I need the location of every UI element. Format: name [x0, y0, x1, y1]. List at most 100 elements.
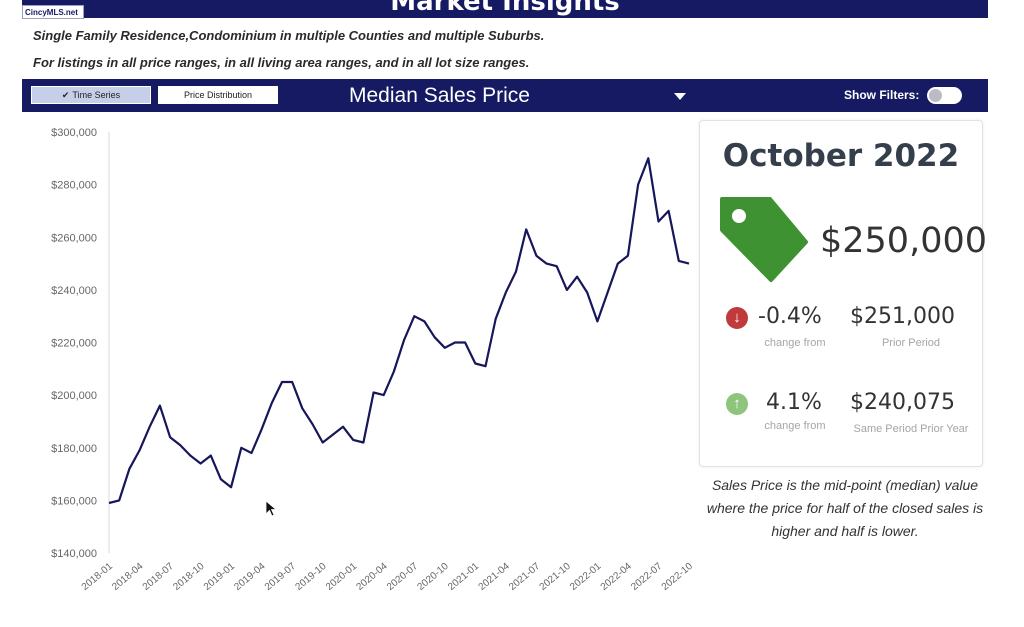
- data-point[interactable]: [625, 253, 630, 258]
- data-point[interactable]: [595, 319, 600, 324]
- arrow-up-icon: ↑: [726, 393, 748, 415]
- data-point[interactable]: [351, 437, 356, 442]
- x-tick-label: 2018-07: [141, 561, 177, 593]
- data-point[interactable]: [381, 393, 386, 398]
- data-point[interactable]: [157, 403, 162, 408]
- y-tick-label: $260,000: [51, 232, 97, 244]
- data-point[interactable]: [422, 319, 427, 324]
- data-point[interactable]: [320, 440, 325, 445]
- change-from-label: change from: [764, 337, 826, 349]
- data-point[interactable]: [493, 316, 498, 321]
- data-point[interactable]: [656, 219, 661, 224]
- data-point[interactable]: [371, 390, 376, 395]
- data-point[interactable]: [127, 466, 132, 471]
- mouse-cursor-icon: [265, 500, 277, 517]
- summary-value: $250,000: [820, 221, 988, 261]
- data-point[interactable]: [544, 261, 549, 266]
- metric-dropdown[interactable]: Median Sales Price: [342, 84, 686, 108]
- data-point[interactable]: [361, 440, 366, 445]
- x-tick-label: 2019-04: [232, 561, 268, 593]
- data-point[interactable]: [463, 340, 468, 345]
- x-tick-label: 2022-01: [568, 561, 604, 593]
- data-point[interactable]: [585, 290, 590, 295]
- data-point[interactable]: [646, 156, 651, 161]
- data-point[interactable]: [442, 345, 447, 350]
- cincymls-logo: CincyMLS.net: [22, 5, 84, 19]
- data-point[interactable]: [524, 227, 529, 232]
- summary-card: October 2022 $250,000 ↓ -0.4% change fro…: [699, 120, 987, 467]
- data-point[interactable]: [503, 290, 508, 295]
- data-point[interactable]: [564, 287, 569, 292]
- median-price-series-line: [108, 157, 690, 505]
- data-point[interactable]: [330, 432, 335, 437]
- data-point[interactable]: [483, 364, 488, 369]
- data-point[interactable]: [554, 264, 559, 269]
- data-point[interactable]: [514, 269, 519, 274]
- data-point[interactable]: [117, 498, 122, 503]
- filter-subtitle-1: Single Family Residence,Condominium in m…: [33, 28, 545, 43]
- x-tick-label: 2018-10: [171, 561, 207, 593]
- toggle-knob: [929, 89, 942, 102]
- data-point[interactable]: [239, 445, 244, 450]
- yoy-change-from-label: change from: [764, 420, 826, 432]
- x-tick-label: 2020-07: [385, 561, 421, 593]
- y-tick-label: $200,000: [51, 390, 97, 402]
- data-point[interactable]: [290, 379, 295, 384]
- price-distribution-button[interactable]: Price Distribution: [158, 86, 278, 104]
- data-point[interactable]: [432, 335, 437, 340]
- arrow-down-icon: ↓: [726, 307, 748, 329]
- data-point[interactable]: [178, 443, 183, 448]
- checkmark-icon: ✔: [61, 89, 70, 100]
- x-tick-label: 2022-10: [660, 561, 696, 593]
- data-point[interactable]: [676, 258, 681, 263]
- data-point[interactable]: [300, 406, 305, 411]
- data-point[interactable]: [229, 485, 234, 490]
- data-point[interactable]: [534, 253, 539, 258]
- data-point[interactable]: [188, 453, 193, 458]
- data-point[interactable]: [636, 182, 641, 187]
- price-tag-icon: [720, 197, 808, 282]
- prior-period-value: $251,000: [850, 304, 955, 329]
- data-point[interactable]: [147, 424, 152, 429]
- show-filters-label: Show Filters:: [844, 88, 920, 102]
- top-banner: Market Insights: [22, 0, 988, 18]
- x-tick-label: 2021-07: [507, 561, 543, 593]
- data-point[interactable]: [107, 501, 112, 506]
- x-tick-label: 2020-04: [354, 561, 390, 593]
- same-period-label: Same Period Prior Year: [853, 423, 969, 435]
- metric-label: Median Sales Price: [349, 84, 530, 107]
- data-point[interactable]: [473, 361, 478, 366]
- x-tick-label: 2018-04: [110, 561, 146, 593]
- y-tick-label: $240,000: [51, 285, 97, 297]
- data-point[interactable]: [341, 424, 346, 429]
- data-point[interactable]: [269, 401, 274, 406]
- x-tick-label: 2021-04: [477, 561, 513, 593]
- data-point[interactable]: [310, 422, 315, 427]
- filter-subtitle-2: For listings in all price ranges, in all…: [33, 55, 530, 70]
- data-point[interactable]: [687, 261, 692, 266]
- data-point[interactable]: [259, 427, 264, 432]
- data-point[interactable]: [168, 435, 173, 440]
- data-point[interactable]: [615, 261, 620, 266]
- data-point[interactable]: [575, 274, 580, 279]
- data-point[interactable]: [218, 477, 223, 482]
- data-point[interactable]: [412, 314, 417, 319]
- data-point[interactable]: [605, 290, 610, 295]
- data-point[interactable]: [198, 461, 203, 466]
- x-tick-label: 2021-01: [446, 561, 482, 593]
- data-point[interactable]: [452, 340, 457, 345]
- data-point[interactable]: [137, 448, 142, 453]
- x-tick-label: 2020-01: [324, 561, 360, 593]
- data-point[interactable]: [391, 369, 396, 374]
- yoy-percent: 4.1%: [766, 390, 822, 415]
- time-series-button[interactable]: ✔ Time Series: [31, 86, 151, 104]
- y-tick-label: $160,000: [51, 495, 97, 507]
- data-point[interactable]: [402, 337, 407, 342]
- data-point[interactable]: [279, 379, 284, 384]
- x-tick-label: 2018-01: [80, 561, 116, 593]
- show-filters-toggle[interactable]: [927, 87, 962, 104]
- data-point[interactable]: [208, 453, 213, 458]
- y-tick-label: $300,000: [51, 127, 97, 139]
- data-point[interactable]: [666, 208, 671, 213]
- data-point[interactable]: [249, 451, 254, 456]
